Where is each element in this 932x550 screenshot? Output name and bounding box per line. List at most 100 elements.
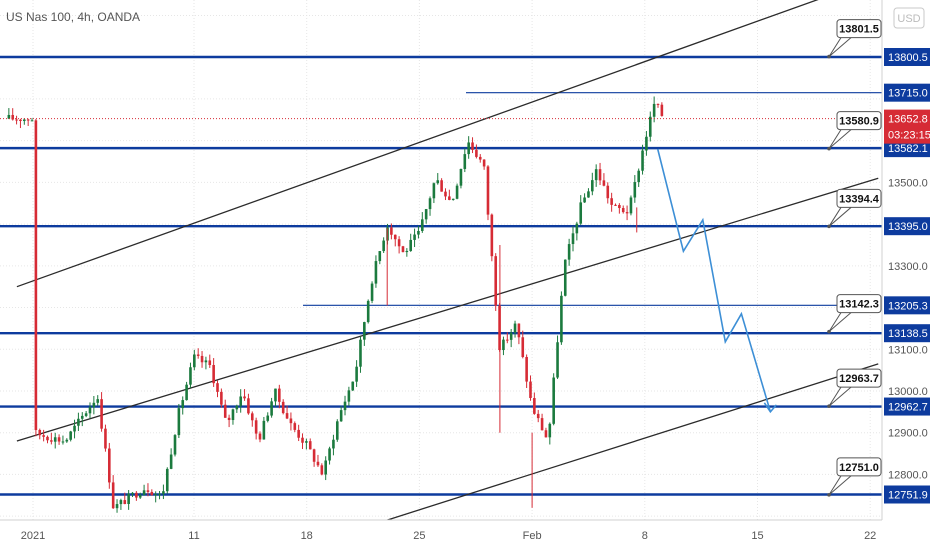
channel-line-upper[interactable] [16,0,878,288]
candle-body [409,239,413,251]
candle-body [448,196,451,200]
price-level-tag[interactable] [884,217,930,236]
callout-text: 13394.4 [839,193,880,205]
candle-body [579,202,583,224]
candle-body [204,360,208,363]
candle-body [529,381,532,399]
candle-body [69,431,72,440]
candle-body [154,494,157,496]
candle-body [502,339,505,351]
candle-body [401,246,405,253]
candle-body [88,407,92,414]
candle-body [343,401,347,411]
candle-body [316,461,320,466]
candle-body [77,418,80,426]
channel-line-middle[interactable] [16,177,879,442]
time-tick-label: 11 [188,530,199,542]
callout-label[interactable]: 13580.9 [827,111,882,151]
candle-body [247,398,250,414]
price-callouts[interactable]: 13801.5 13580.9 13394.4 13142.3 12963.7 12751… [827,19,882,497]
callout-label[interactable]: 12751.0 [827,457,882,497]
callout-text: 13142.3 [839,299,879,311]
candlesticks [0,96,882,513]
candle-body [239,396,242,406]
candle-body [196,354,200,356]
currency-badge[interactable]: USD [893,7,925,29]
callout-label[interactable]: 12963.7 [827,368,882,408]
candle-body [266,415,270,421]
callout-text: 12963.7 [839,373,879,385]
time-tick-label: 22 [864,530,876,542]
price-level-label: 13800.5 [888,52,928,64]
candle-body [594,169,598,181]
price-tick-label: 13300.0 [888,261,928,273]
candle-body [243,396,246,399]
candle-body [494,256,498,306]
candle-body [111,482,115,509]
candle-body [100,399,103,429]
price-level-label: 12751.9 [888,490,928,502]
candle-body [328,448,331,461]
price-level-tag[interactable] [884,48,930,66]
candle-body [366,300,370,323]
price-level-label: 12962.7 [888,402,928,414]
candle-body [50,440,53,442]
candle-body [591,180,594,192]
candle-body [104,428,107,449]
candle-body [420,219,424,231]
projection-arrowhead[interactable] [763,402,777,414]
horizontal-levels[interactable] [0,55,882,496]
candle-body [123,500,127,505]
candle-body [610,198,613,205]
projection-line[interactable] [656,148,772,413]
candle-body [308,441,312,450]
candle-body [324,460,327,475]
projection-path[interactable] [656,148,777,414]
time-axis[interactable]: 2021 11 18 25 Feb 8 15 22 [0,519,882,550]
price-axis[interactable]: 12800.0 12900.0 13000.0 13100.0 13300.0 13500… [881,0,932,550]
candle-body [200,355,204,363]
channel-line-lower[interactable] [346,363,879,534]
current-price-tag[interactable] [884,109,930,144]
candle-body [521,337,525,357]
candle-body [119,500,123,505]
price-level-tag[interactable] [884,397,930,416]
time-tick-label: 2021 [21,530,45,542]
candle-body [115,504,119,509]
candle-body [413,234,416,240]
candle-body [173,435,177,455]
candle-body [278,388,281,402]
candle-body [347,390,351,402]
price-level-tag[interactable] [884,296,930,315]
candle-body [583,197,586,203]
candle-body [7,114,11,119]
candle-body [533,398,536,414]
time-tick-label: 15 [751,530,763,542]
candle-body [382,240,385,252]
candle-body [258,433,262,440]
candle-body [614,204,617,206]
channel-lines[interactable] [16,0,879,534]
countdown-label: 03:23:15 [888,130,931,142]
callout-text: 13580.9 [839,116,879,128]
candle-body [482,159,486,167]
candle-body [19,119,22,122]
candle-body [339,410,343,422]
price-level-tag[interactable] [884,324,930,343]
candle-body [621,208,625,213]
price-level-tag[interactable] [884,83,930,102]
candle-body [575,223,579,234]
callout-label[interactable]: 13801.5 [827,19,882,59]
candle-body [108,448,111,483]
candle-body [73,425,76,432]
candle-body [138,494,142,498]
time-tick-label: 25 [413,530,425,542]
candle-body [34,120,38,431]
callout-label[interactable]: 13394.4 [827,188,882,229]
candle-body [80,415,84,419]
candle-body [162,491,165,495]
price-level-tag[interactable] [884,485,930,504]
candle-body [525,356,528,382]
callout-label[interactable]: 13142.3 [827,294,882,334]
